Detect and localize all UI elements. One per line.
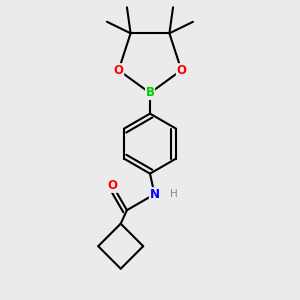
Text: H: H xyxy=(170,189,178,199)
Text: B: B xyxy=(146,86,154,100)
Text: O: O xyxy=(176,64,186,77)
Text: N: N xyxy=(149,188,160,201)
Text: O: O xyxy=(108,179,118,192)
Text: O: O xyxy=(114,64,124,77)
